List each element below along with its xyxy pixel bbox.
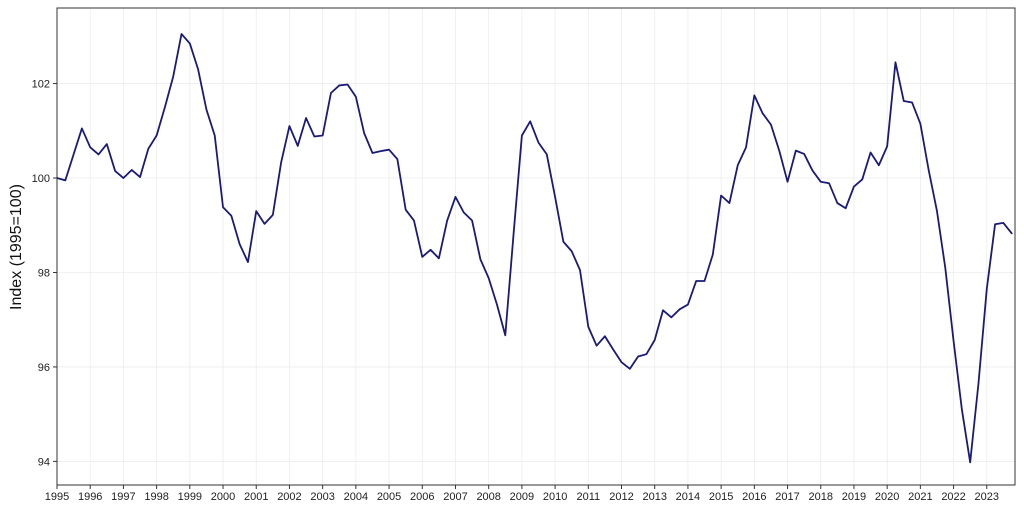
x-tick-label: 1997: [111, 491, 135, 503]
x-axis: 1995 1996 1997 1998 1999 2000 2001 2002 2003 2004…: [45, 485, 999, 503]
x-tick-label: 1996: [78, 491, 102, 503]
grid-layer: [56, 8, 1015, 485]
series-line-0: [56, 33, 1013, 464]
x-tick-label: 2012: [609, 491, 633, 503]
x-tick-label: 1998: [144, 491, 168, 503]
x-tick-label: 2019: [842, 491, 866, 503]
y-axis: 94 96 98 100 102: [32, 79, 57, 468]
x-tick-label: 2016: [742, 491, 766, 503]
x-tick-label: 2006: [410, 491, 434, 503]
x-tick-label: 2000: [211, 491, 235, 503]
x-tick-label: 2001: [244, 491, 268, 503]
x-tick-label: 2002: [277, 491, 301, 503]
x-tick-label: 2015: [709, 491, 733, 503]
y-tick-label: 102: [32, 79, 50, 91]
x-tick-label: 2022: [941, 491, 965, 503]
x-tick-label: 2008: [476, 491, 500, 503]
x-tick-label: 2021: [908, 491, 932, 503]
x-tick-label: 2020: [875, 491, 899, 503]
plot-frame: [56, 7, 1016, 486]
series-layer: [56, 33, 1013, 464]
x-tick-label: 1995: [45, 491, 69, 503]
x-tick-label: 2010: [543, 491, 567, 503]
y-tick-label: 94: [38, 456, 50, 468]
x-tick-label: 2017: [775, 491, 799, 503]
x-tick-label: 2014: [676, 491, 700, 503]
x-tick-label: 1999: [178, 491, 202, 503]
y-tick-label: 96: [38, 362, 50, 374]
x-tick-label: 2003: [310, 491, 334, 503]
x-tick-label: 2018: [809, 491, 833, 503]
y-axis-title: Index (1995=100): [8, 184, 25, 310]
x-tick-label: 2011: [576, 491, 600, 503]
y-tick-label: 98: [38, 267, 50, 279]
x-tick-label: 2023: [975, 491, 999, 503]
x-tick-label: 2013: [642, 491, 666, 503]
y-tick-label: 100: [32, 173, 50, 185]
x-tick-label: 2005: [377, 491, 401, 503]
x-tick-label: 2007: [443, 491, 467, 503]
x-tick-label: 2004: [344, 491, 368, 503]
x-tick-label: 2009: [510, 491, 534, 503]
